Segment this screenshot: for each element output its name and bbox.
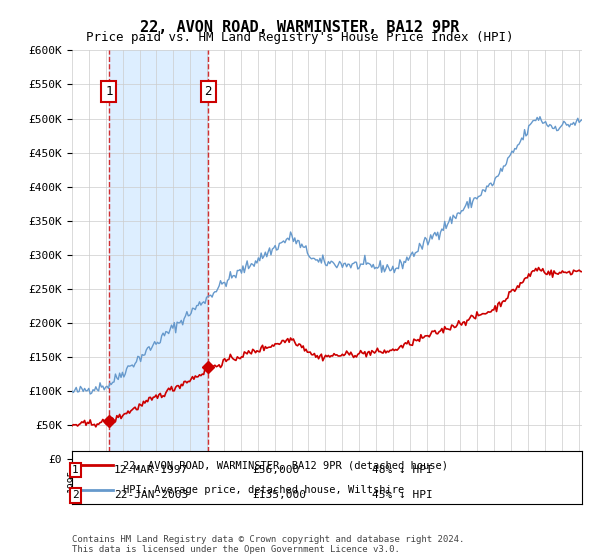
Text: HPI: Average price, detached house, Wiltshire: HPI: Average price, detached house, Wilt… (123, 484, 404, 494)
Text: £135,000: £135,000 (252, 491, 306, 501)
Text: 22, AVON ROAD, WARMINSTER, BA12 9PR (detached house): 22, AVON ROAD, WARMINSTER, BA12 9PR (det… (123, 460, 448, 470)
Text: 1: 1 (105, 85, 113, 98)
Text: 22, AVON ROAD, WARMINSTER, BA12 9PR: 22, AVON ROAD, WARMINSTER, BA12 9PR (140, 20, 460, 35)
Text: 48% ↓ HPI: 48% ↓ HPI (372, 465, 433, 475)
Text: 1: 1 (72, 465, 79, 475)
Text: 2: 2 (72, 491, 79, 501)
Text: 12-MAR-1997: 12-MAR-1997 (114, 465, 188, 475)
Text: Price paid vs. HM Land Registry's House Price Index (HPI): Price paid vs. HM Land Registry's House … (86, 31, 514, 44)
Text: 2: 2 (205, 85, 212, 98)
Text: £56,000: £56,000 (252, 465, 299, 475)
Bar (109, 50, 208, 459)
Text: 45% ↓ HPI: 45% ↓ HPI (372, 491, 433, 501)
Text: Contains HM Land Registry data © Crown copyright and database right 2024.
This d: Contains HM Land Registry data © Crown c… (72, 535, 464, 554)
Text: 22-JAN-2003: 22-JAN-2003 (114, 491, 188, 501)
